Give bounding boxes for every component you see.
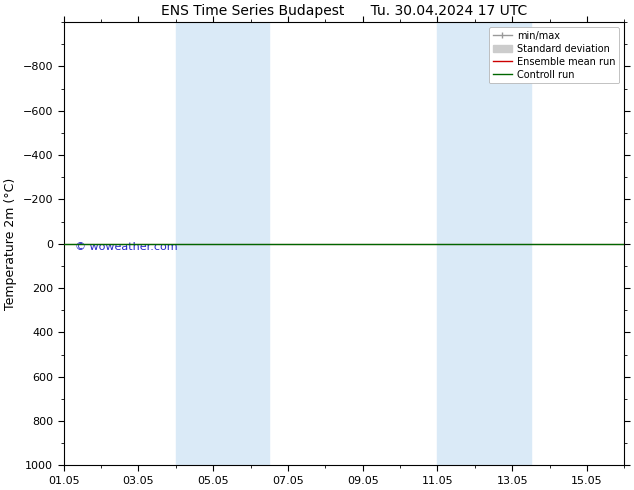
Bar [437, 22, 531, 465]
Text: © woweather.com: © woweather.com [75, 242, 178, 251]
Bar [176, 22, 269, 465]
Y-axis label: Temperature 2m (°C): Temperature 2m (°C) [4, 178, 17, 310]
Legend: min/max, Standard deviation, Ensemble mean run, Controll run: min/max, Standard deviation, Ensemble me… [489, 27, 619, 83]
Title: ENS Time Series Budapest      Tu. 30.04.2024 17 UTC: ENS Time Series Budapest Tu. 30.04.2024 … [161, 4, 527, 18]
